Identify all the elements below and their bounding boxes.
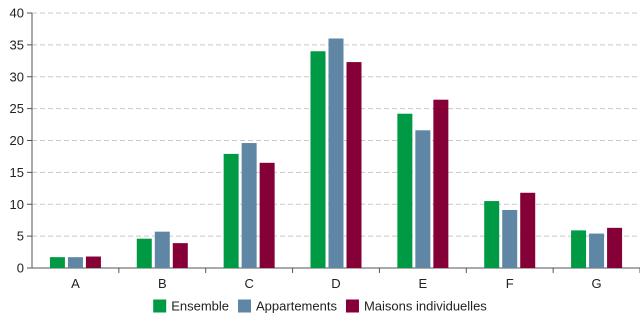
bar-ensemble-D (310, 51, 326, 268)
legend-item: Ensemble (153, 299, 229, 314)
x-tick-label: F (506, 276, 514, 291)
bar-maisons-individuelles-F (520, 192, 536, 268)
y-tick-label: 30 (10, 69, 24, 84)
x-tick-label: A (71, 276, 80, 291)
legend: Ensemble Appartements Maisons individuelle… (153, 299, 487, 314)
y-tick-labels: 0 5 10 15 20 25 30 35 40 (10, 6, 24, 276)
bar-appartements-B (154, 231, 170, 268)
bar-appartements-E (415, 130, 431, 268)
bar-appartements-A (67, 257, 83, 268)
bar-maisons-individuelles-C (259, 162, 275, 268)
legend-swatch (238, 299, 252, 313)
bar-ensemble-E (397, 113, 413, 268)
bar-ensemble-B (136, 238, 152, 268)
bar-appartements-F (502, 209, 518, 268)
bar-maisons-individuelles-A (85, 256, 101, 268)
legend-swatch (345, 299, 359, 313)
legend-item: Maisons individuelles (345, 299, 487, 314)
y-tick-label: 20 (10, 133, 24, 148)
y-tick-label: 40 (10, 6, 24, 21)
legend-swatch (153, 299, 167, 313)
y-tick-label: 0 (17, 261, 24, 276)
x-tick-label: D (331, 276, 340, 291)
x-tick-label: G (592, 276, 602, 291)
legend-label: Appartements (256, 299, 337, 314)
y-tick-label: 5 (17, 229, 24, 244)
bar-appartements-C (241, 143, 257, 268)
bar-maisons-individuelles-E (433, 99, 449, 268)
y-tick-label: 25 (10, 101, 24, 116)
bar-maisons-individuelles-D (346, 62, 362, 269)
legend-label: Maisons individuelles (364, 299, 487, 314)
bar-ensemble-C (223, 153, 239, 268)
x-tick-labels: A B C D E F G (71, 276, 602, 291)
bar-maisons-individuelles-B (172, 243, 188, 268)
bars-layer (49, 38, 623, 269)
bar-maisons-individuelles-G (607, 227, 623, 268)
bar-ensemble-F (484, 201, 500, 268)
legend-label: Ensemble (171, 299, 229, 314)
x-tick-label: C (244, 276, 253, 291)
bar-appartements-D (328, 38, 344, 268)
bar-appartements-G (589, 233, 605, 268)
x-tick-label: E (419, 276, 428, 291)
y-tick-label: 10 (10, 197, 24, 212)
bar-ensemble-G (571, 230, 587, 268)
y-tick-label: 35 (10, 37, 24, 52)
x-tick-label: B (158, 276, 167, 291)
y-tick-label: 15 (10, 165, 24, 180)
legend-item: Appartements (238, 299, 337, 314)
bar-ensemble-A (49, 257, 65, 268)
